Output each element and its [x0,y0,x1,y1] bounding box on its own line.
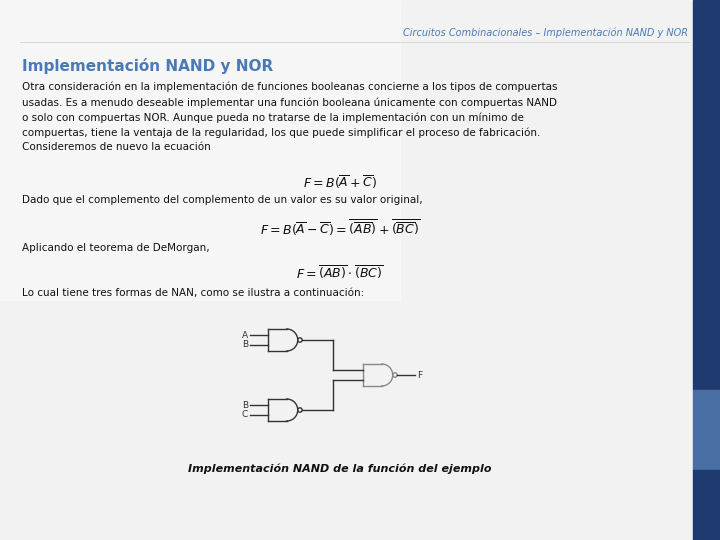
Text: F: F [417,370,422,380]
Bar [693,470,720,540]
Text: C: C [242,410,248,420]
Bar [0,0,400,300]
Text: B: B [242,401,248,410]
Text: Aplicando el teorema de DeMorgan,: Aplicando el teorema de DeMorgan, [22,243,210,253]
Text: $F = \overline{(AB)} \cdot \overline{(BC)}$: $F = \overline{(AB)} \cdot \overline{(BC… [297,264,384,281]
Text: $F = B(\overline{A} + \overline{C})$: $F = B(\overline{A} + \overline{C})$ [303,174,377,191]
Text: Otra consideración en la implementación de funciones booleanas concierne a los t: Otra consideración en la implementación … [22,82,557,152]
Text: Dado que el complemento del complemento de un valor es su valor original,: Dado que el complemento del complemento … [22,195,423,205]
Bar [693,390,720,470]
Text: B: B [242,340,248,349]
Text: Implementación NAND de la función del ejemplo: Implementación NAND de la función del ej… [188,463,492,474]
Text: Lo cual tiene tres formas de NAN, como se ilustra a continuación:: Lo cual tiene tres formas de NAN, como s… [22,288,364,298]
Text: Implementación NAND y NOR: Implementación NAND y NOR [22,58,274,74]
Text: A: A [242,330,248,340]
Text: $F = B(\overline{A} - \overline{C}) = \overline{(\overline{AB})} + \overline{(\o: $F = B(\overline{A} - \overline{C}) = \o… [260,218,420,238]
Text: Circuitos Combinacionales – Implementación NAND y NOR: Circuitos Combinacionales – Implementaci… [403,28,688,38]
Bar [693,0,720,390]
